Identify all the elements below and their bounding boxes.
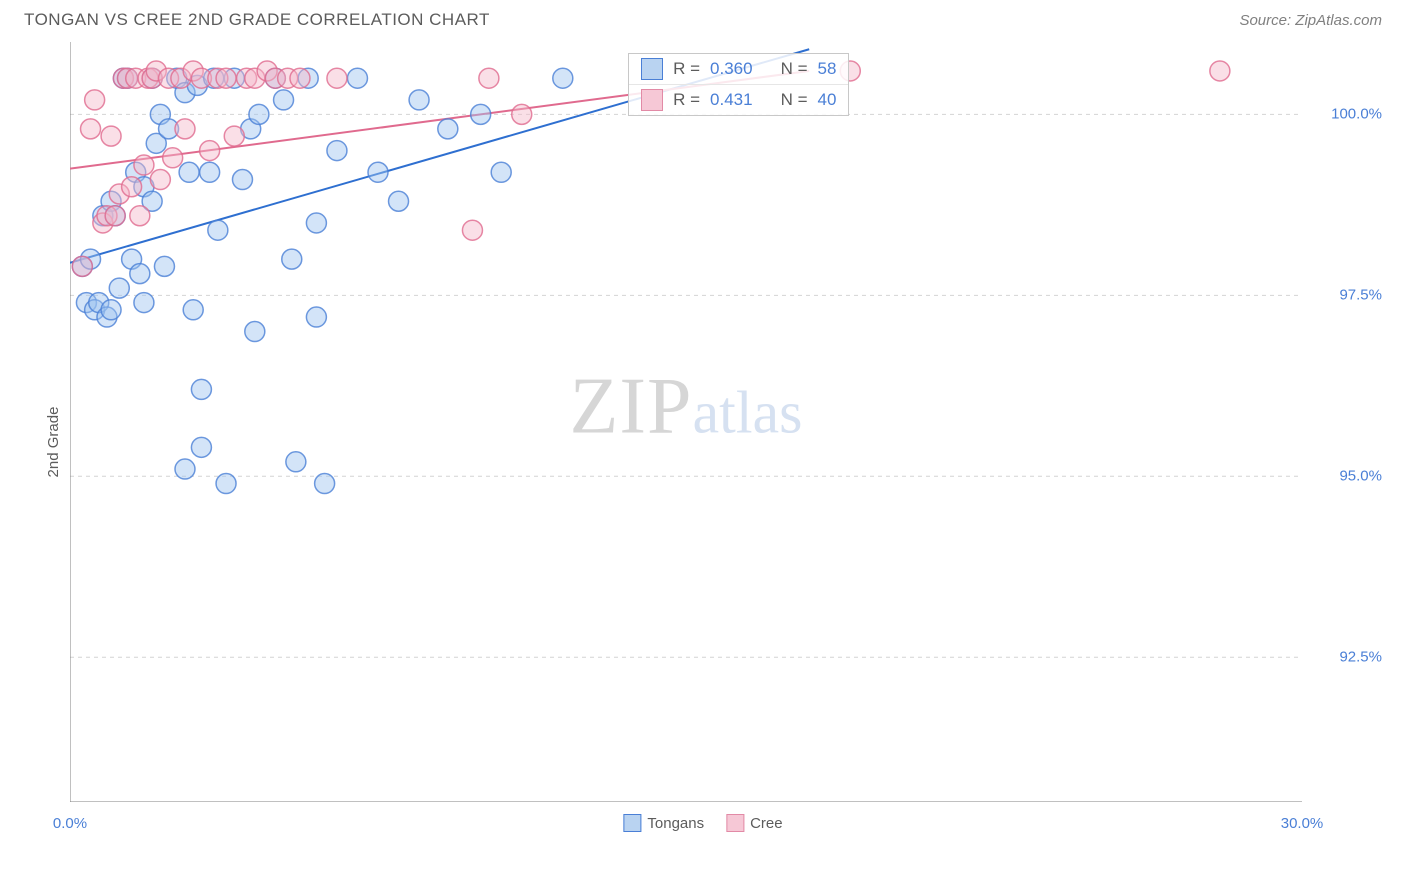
chart-title: TONGAN VS CREE 2ND GRADE CORRELATION CHA… (24, 10, 490, 30)
chart-header: TONGAN VS CREE 2ND GRADE CORRELATION CHA… (0, 0, 1406, 36)
y-tick-label: 97.5% (1306, 287, 1382, 304)
n-label: N = (781, 59, 808, 79)
legend-row: R = 0.360 N = 58 (629, 54, 848, 84)
y-tick-label: 92.5% (1306, 649, 1382, 666)
y-axis-label: 2nd Grade (45, 407, 62, 478)
r-label: R = (673, 90, 700, 110)
r-value: 0.431 (710, 90, 753, 110)
y-tick-label: 100.0% (1306, 106, 1382, 123)
scatter-plot: ZIPatlas R =0.360N =58R = 0.431N =40 (70, 42, 1302, 802)
n-value: 40 (818, 90, 837, 110)
legend-label: Tongans (647, 815, 704, 832)
legend-label: Cree (750, 815, 783, 832)
legend-item: Tongans (623, 814, 704, 832)
chart-source: Source: ZipAtlas.com (1239, 12, 1382, 29)
x-tick-label: 30.0% (1281, 815, 1324, 832)
legend-row: R = 0.431 N = 40 (629, 84, 848, 115)
x-tick-label: 0.0% (53, 815, 87, 832)
r-label: R = (673, 59, 700, 79)
legend-item: Cree (726, 814, 783, 832)
r-value: 0.360 (710, 59, 753, 79)
legend-swatch (623, 814, 641, 832)
n-value: 58 (818, 59, 837, 79)
y-tick-label: 95.0% (1306, 468, 1382, 485)
legend-swatch (726, 814, 744, 832)
series-legend: Tongans Cree (623, 814, 782, 832)
legend-swatch (641, 89, 663, 111)
n-label: N = (781, 90, 808, 110)
chart-area: 2nd Grade ZIPatlas R =0.360N =58R = 0.43… (24, 42, 1382, 842)
legend-swatch (641, 58, 663, 80)
correlation-legend: R = 0.360 N = 58 R = 0.431 N = 40 (628, 53, 849, 116)
